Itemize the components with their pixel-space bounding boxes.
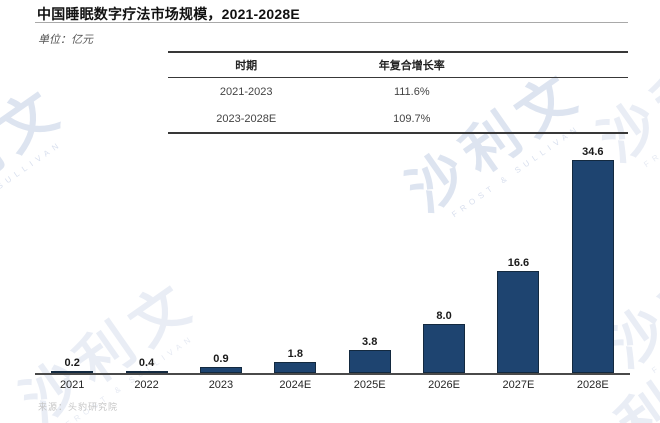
bar-2026E [423,323,466,373]
bar-2024E [274,361,317,373]
bar-value-label: 34.6 [582,146,604,158]
cagr-period-value: 2023-2028E [216,112,277,125]
bar-value-label: 0.9 [213,353,229,366]
bar-column-2027E: 16.6 [481,257,555,373]
cagr-col-period: 时期 [235,60,258,72]
cagr-rate-value: 111.6% [393,85,430,98]
x-tick-label: 2021 [59,379,85,391]
bar-column-2028E: 34.6 [556,146,630,373]
source-note: 来源：头豹研究院 [38,402,119,412]
title-divider [35,22,628,23]
x-tick-label: 2022 [134,379,159,391]
x-tick-label: 2025E [353,379,386,391]
bar-value-label: 16.6 [507,256,530,269]
x-tick-label: 2026E [428,379,460,391]
bar-column-2022: 0.4 [109,357,183,373]
bar-column-2026E: 8.0 [407,310,481,373]
bar-value-label: 3.8 [362,335,378,348]
bar-2027E [497,270,540,373]
bar-2025E [348,349,391,373]
bar-2028E [571,160,614,373]
unit-label: 单位：亿元 [38,34,93,46]
market-size-bar-chart: 0.2 0.4 0.9 1.8 3.8 8.0 16.6 34.6 2021 2022 2023 2… [35,140,630,391]
bar-column-2025E: 3.8 [333,336,407,373]
bar-column-2023: 0.9 [184,353,258,373]
cagr-table-header: 时期 年复合增长率 [168,53,628,78]
page-title: 中国睡眠数字疗法市场规模，2021-2028E [37,6,300,22]
cagr-table-body: 2021-2023 111.6% 2023-2028E 109.7% [168,78,628,132]
bar-value-label: 1.8 [287,347,303,360]
cagr-rate-value: 109.7% [393,112,431,125]
bar-2023 [199,367,242,373]
plot-area: 0.2 0.4 0.9 1.8 3.8 8.0 16.6 34.6 [35,140,630,373]
bar-2021 [51,371,94,373]
x-axis: 2021 2022 2023 2024E 2025E 2026E 2027E 2028E [35,373,630,391]
x-tick-label: 2027E [502,379,535,391]
bar-value-label: 8.0 [436,309,452,322]
cagr-table-row: 2021-2023 111.6% [168,78,628,105]
x-tick-label: 2028E [576,379,609,391]
cagr-col-cagr: 年复合增长率 [378,60,445,72]
bar-column-2021: 0.2 [35,357,109,373]
cagr-table-row: 2023-2028E 109.7% [168,105,628,132]
bar-column-2024E: 1.8 [258,348,332,373]
x-tick-label: 2024E [279,379,312,391]
cagr-table: 时期 年复合增长率 2021-2023 111.6% 2023-2028E 109.7… [168,51,628,134]
x-tick-label: 2023 [208,379,234,391]
cagr-period-value: 2021-2023 [219,85,273,98]
bar-value-label: 0.4 [138,356,155,369]
bar-value-label: 0.2 [64,357,80,369]
bar-2022 [125,370,168,373]
